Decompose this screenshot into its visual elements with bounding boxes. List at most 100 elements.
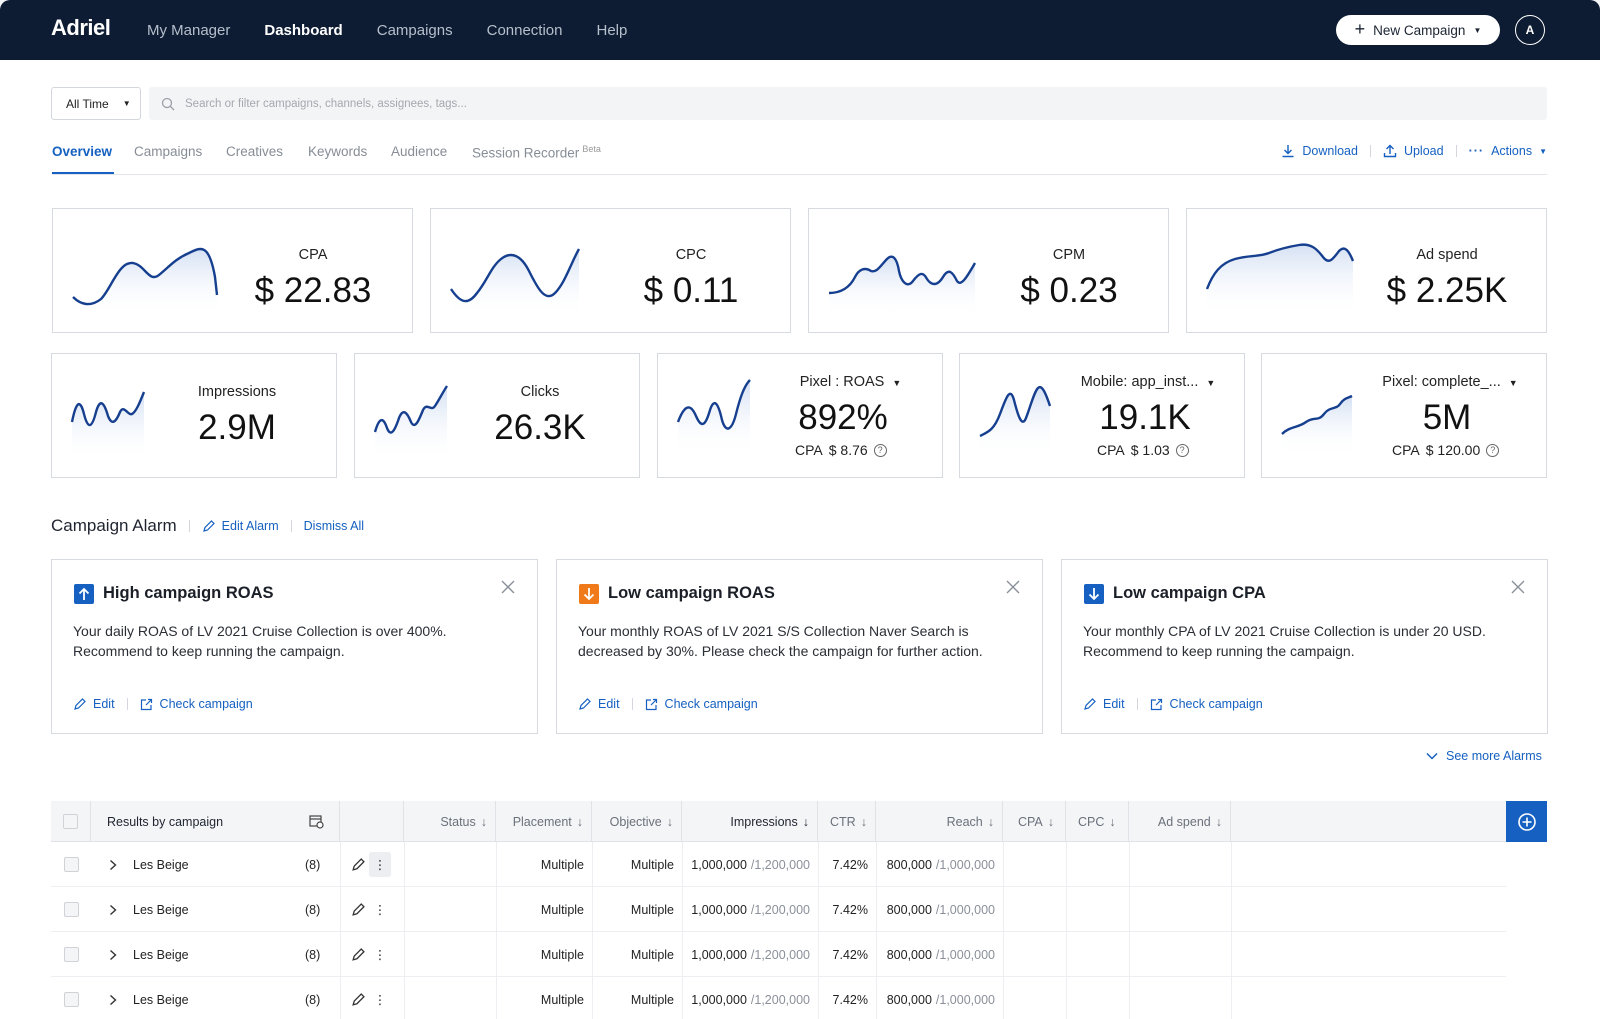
dismiss-all-button[interactable]: Dismiss All — [303, 519, 365, 533]
see-more-alarms-button[interactable]: See more Alarms — [1426, 749, 1542, 763]
avatar[interactable]: A — [1515, 15, 1545, 45]
help-icon[interactable]: ? — [1175, 443, 1189, 457]
check-campaign-button[interactable]: Check campaign — [645, 697, 758, 711]
add-column-button[interactable] — [1506, 801, 1547, 842]
metric-label: Impressions — [197, 384, 277, 400]
impressions-value: 1,000,000 — [691, 902, 747, 917]
more-vertical-icon[interactable]: ⋮ — [369, 852, 391, 877]
kpi-card-mobile-app-install[interactable]: Mobile: app_inst... ▼ 19.1K CPA $ 1.03 ? — [959, 353, 1245, 478]
kpi-card-cpa[interactable]: CPA $ 22.83 — [52, 208, 413, 333]
edit-alarm-button[interactable]: Edit Alarm — [202, 519, 279, 533]
campaign-name[interactable]: Les Beige — [133, 857, 189, 872]
row-checkbox[interactable] — [64, 902, 79, 917]
new-campaign-button[interactable]: + New Campaign ▼ — [1336, 15, 1500, 45]
close-icon[interactable] — [1006, 580, 1020, 594]
check-campaign-button[interactable]: Check campaign — [140, 697, 253, 711]
pencil-icon[interactable] — [351, 887, 365, 932]
pencil-icon[interactable] — [351, 977, 365, 1019]
metric-dropdown[interactable]: Pixel : ROAS ▼ — [773, 374, 928, 390]
column-settings-icon[interactable] — [309, 814, 324, 829]
chevron-down-icon: ▼ — [1539, 146, 1547, 156]
help-icon[interactable]: ? — [873, 443, 887, 457]
campaign-name[interactable]: Les Beige — [133, 992, 189, 1007]
table-row[interactable]: Les Beige (8) ⋮ Multiple Multiple 1,000,… — [51, 842, 1506, 887]
campaign-name[interactable]: Les Beige — [133, 902, 189, 917]
table-row[interactable]: Les Beige (8) ⋮ Multiple Multiple 1,000,… — [51, 977, 1506, 1019]
table-row[interactable]: Les Beige (8) ⋮ Multiple Multiple 1,000,… — [51, 887, 1506, 932]
kpi-card-cpm[interactable]: CPM $ 0.23 — [808, 208, 1169, 333]
reach-total: /1,000,000 — [935, 902, 995, 917]
tab-overview[interactable]: Overview — [52, 144, 113, 159]
nav-item-my-manager[interactable]: My Manager — [147, 21, 231, 39]
row-checkbox[interactable] — [64, 857, 79, 872]
download-button[interactable]: Download — [1281, 144, 1358, 158]
nav-item-help[interactable]: Help — [596, 21, 628, 39]
edit-button[interactable]: Edit — [73, 697, 115, 711]
upload-button[interactable]: Upload — [1383, 144, 1444, 158]
select-all-checkbox[interactable] — [63, 814, 78, 829]
sparkline — [979, 385, 1052, 456]
check-campaign-button[interactable]: Check campaign — [1150, 697, 1263, 711]
expand-icon[interactable] — [109, 842, 117, 887]
edit-button[interactable]: Edit — [578, 697, 620, 711]
nav-item-campaigns[interactable]: Campaigns — [376, 21, 453, 39]
kpi-card-clicks[interactable]: Clicks 26.3K — [354, 353, 640, 478]
close-icon[interactable] — [1511, 580, 1525, 594]
more-vertical-icon[interactable]: ⋮ — [373, 993, 387, 1007]
table-row[interactable]: Les Beige (8) ⋮ Multiple Multiple 1,000,… — [51, 932, 1506, 977]
search-input[interactable] — [185, 97, 1485, 110]
expand-icon[interactable] — [109, 977, 117, 1019]
arrow-down-icon — [579, 584, 599, 604]
row-checkbox[interactable] — [64, 992, 79, 1007]
header-cpc[interactable]: CPC ↓ — [1066, 801, 1129, 842]
nav-item-connection[interactable]: Connection — [486, 21, 563, 39]
objective-cell: Multiple — [630, 857, 674, 872]
edit-button[interactable]: Edit — [1083, 697, 1125, 711]
pencil-icon[interactable] — [351, 842, 365, 887]
expand-icon[interactable] — [109, 887, 117, 932]
header-placement[interactable]: Placement ↓ — [496, 801, 592, 842]
tab-keywords[interactable]: Keywords — [308, 144, 368, 159]
pencil-icon[interactable] — [351, 932, 365, 977]
sparkline — [72, 247, 219, 317]
objective-cell: Multiple — [630, 947, 674, 962]
logo[interactable]: Adriel — [51, 15, 111, 40]
sort-icon: ↓ — [1047, 814, 1055, 829]
alarm-card-actions: Edit Check campaign — [1083, 697, 1263, 711]
kpi-card-pixel-roas[interactable]: Pixel : ROAS ▼ 892% CPA $ 8.76 ? — [657, 353, 943, 478]
actions-button[interactable]: ··· Actions ▼ — [1469, 144, 1547, 158]
reach-cell: 800,000/1,000,000 — [876, 887, 995, 932]
column-divider — [1129, 842, 1130, 1019]
metric-dropdown[interactable]: Pixel: complete_... ▼ — [1370, 374, 1530, 390]
header-reach[interactable]: Reach ↓ — [876, 801, 1003, 842]
time-range-select[interactable]: All Time ▼ — [51, 87, 141, 120]
metric-dropdown[interactable]: Mobile: app_inst... ▼ — [1068, 374, 1228, 390]
header-campaign[interactable]: Results by campaign — [51, 801, 340, 842]
close-icon[interactable] — [501, 580, 515, 594]
expand-icon[interactable] — [109, 932, 117, 977]
tab-session-recorder[interactable]: Session Recorder Beta — [472, 144, 601, 161]
row-checkbox[interactable] — [64, 947, 79, 962]
more-vertical-icon[interactable]: ⋮ — [373, 903, 387, 917]
search-bar[interactable] — [149, 87, 1547, 120]
header-impressions[interactable]: Impressions ↓ — [682, 801, 818, 842]
kpi-card-pixel-complete[interactable]: Pixel: complete_... ▼ 5M CPA $ 120.00 ? — [1261, 353, 1547, 478]
header-objective[interactable]: Objective ↓ — [592, 801, 682, 842]
more-vertical-icon[interactable]: ⋮ — [373, 948, 387, 962]
external-link-icon — [140, 698, 152, 710]
nav-item-dashboard[interactable]: Dashboard — [264, 21, 343, 39]
tab-audience[interactable]: Audience — [391, 144, 448, 159]
impressions-cell: 1,000,000/1,200,000 — [682, 842, 810, 887]
metric-label: Pixel : ROAS — [799, 374, 885, 390]
header-status[interactable]: Status ↓ — [404, 801, 496, 842]
header-ad-spend[interactable]: Ad spend ↓ — [1129, 801, 1231, 842]
tab-campaigns[interactable]: Campaigns — [134, 144, 203, 159]
campaign-name[interactable]: Les Beige — [133, 947, 189, 962]
help-icon[interactable]: ? — [1486, 443, 1500, 457]
kpi-card-ad-spend[interactable]: Ad spend $ 2.25K — [1186, 208, 1547, 333]
kpi-card-impressions[interactable]: Impressions 2.9M — [51, 353, 337, 478]
header-cpa[interactable]: CPA ↓ — [1003, 801, 1066, 842]
tab-creatives[interactable]: Creatives — [226, 144, 284, 159]
header-ctr[interactable]: CTR ↓ — [818, 801, 876, 842]
kpi-card-cpc[interactable]: CPC $ 0.11 — [430, 208, 791, 333]
